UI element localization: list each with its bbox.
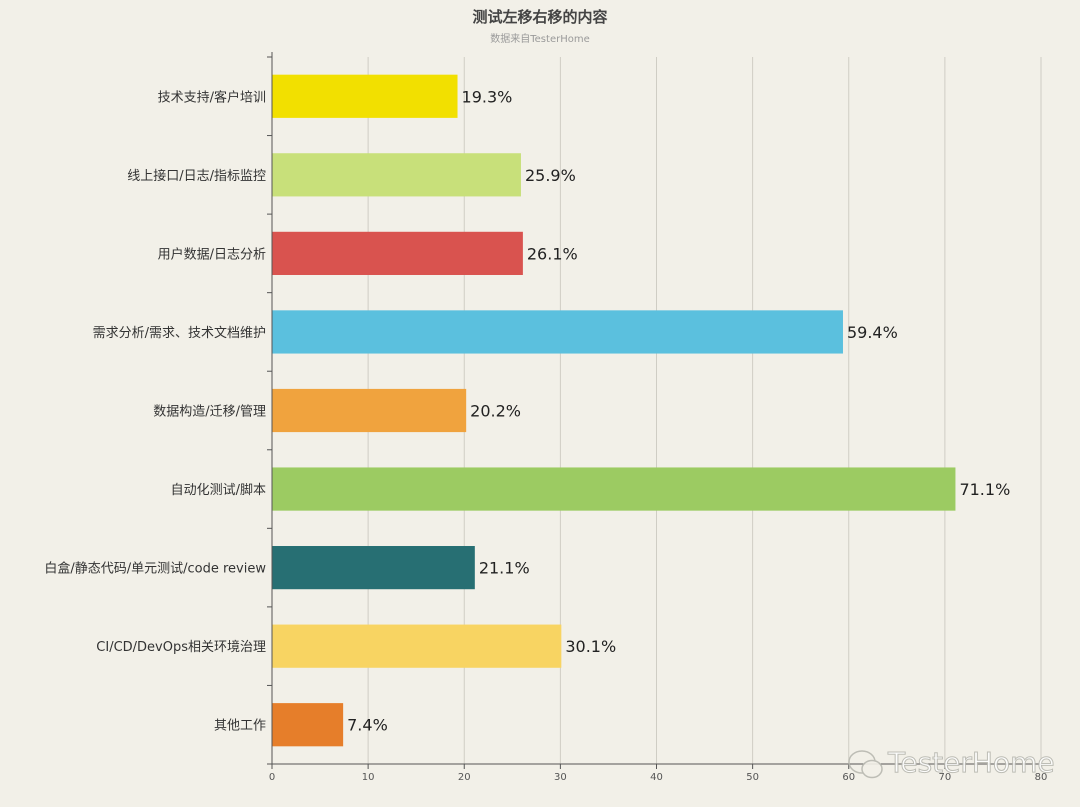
chart-title: 测试左移右移的内容 — [472, 8, 607, 26]
bar — [272, 231, 523, 275]
category-label: 线上接口/日志/指标监控 — [127, 168, 266, 184]
wechat-icon — [848, 750, 883, 779]
value-label: 19.3% — [462, 87, 513, 106]
bar — [272, 467, 956, 511]
value-label: 59.4% — [847, 323, 898, 342]
value-label: 26.1% — [527, 244, 578, 263]
bar — [272, 74, 458, 118]
bar — [272, 153, 521, 197]
category-labels: 技术支持/客户培训线上接口/日志/指标监控用户数据/日志分析需求分析/需求、技术… — [44, 89, 266, 733]
x-tick-label: 60 — [842, 772, 855, 783]
x-tick-label: 50 — [746, 772, 759, 783]
tick-labels: 0 10 20 30 40 50 60 70 80 — [269, 772, 1048, 783]
value-label: 71.1% — [959, 480, 1010, 499]
x-tick-label: 80 — [1035, 772, 1048, 783]
bar — [272, 310, 843, 354]
bar — [272, 703, 344, 747]
category-label: 技术支持/客户培训 — [158, 89, 266, 105]
value-label: 30.1% — [565, 637, 616, 656]
value-label: 20.2% — [470, 402, 521, 421]
x-tick-label: 70 — [939, 772, 952, 783]
watermark-text: TesterHome — [887, 746, 1055, 779]
x-tick-label: 30 — [554, 772, 567, 783]
bars — [272, 74, 956, 747]
value-label: 25.9% — [525, 166, 576, 185]
bar — [272, 546, 475, 590]
category-label: 自动化测试/脚本 — [171, 482, 266, 498]
x-tick-label: 40 — [650, 772, 663, 783]
x-tick-label: 0 — [269, 772, 275, 783]
bar — [272, 624, 562, 668]
watermark: TesterHome — [848, 746, 1055, 780]
chart-subtitle: 数据来自TesterHome — [490, 32, 590, 45]
category-label: CI/CD/DevOps相关环境治理 — [96, 640, 266, 655]
category-label: 需求分析/需求、技术文档维护 — [93, 326, 266, 341]
x-tick-label: 20 — [458, 772, 471, 783]
category-label: 数据构造/迁移/管理 — [153, 405, 266, 420]
axes — [267, 52, 1041, 765]
category-label: 白盒/静态代码/单元测试/code review — [44, 561, 266, 577]
x-tick-label: 10 — [362, 772, 375, 783]
category-label: 用户数据/日志分析 — [158, 246, 266, 262]
category-label: 其他工作 — [214, 719, 266, 734]
value-label: 21.1% — [479, 559, 530, 578]
bar — [272, 388, 467, 433]
value-labels: 19.3% 25.9% 26.1% 59.4% 20.2% 71.1% 21.1% 30.1%… — [347, 87, 1010, 734]
value-label: 7.4% — [347, 716, 388, 735]
